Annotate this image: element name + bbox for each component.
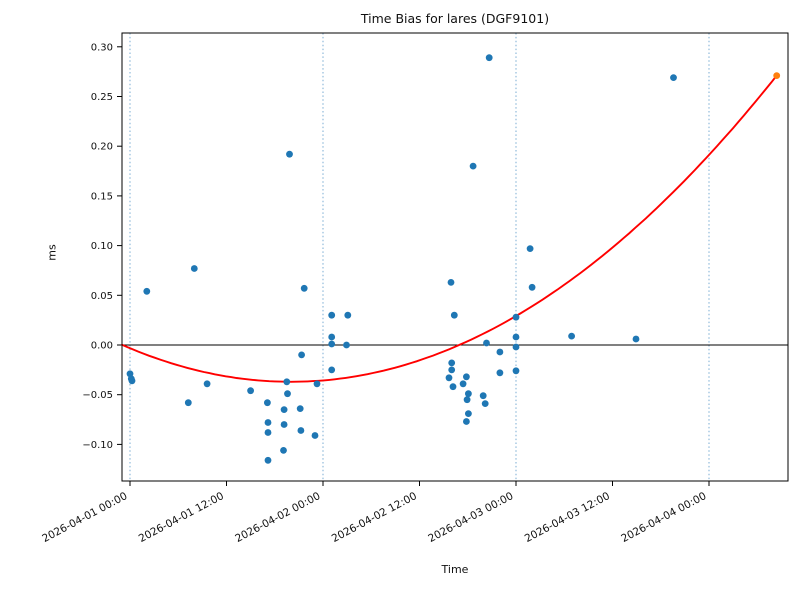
data-point xyxy=(526,245,534,253)
data-point xyxy=(448,366,456,374)
data-point xyxy=(568,332,575,340)
data-point xyxy=(463,373,470,381)
y-tick-label: 0.20 xyxy=(91,142,113,153)
data-point xyxy=(465,390,472,398)
data-point xyxy=(512,367,520,375)
fit-curve xyxy=(121,74,778,383)
data-point xyxy=(296,405,304,412)
x-tick-label: 2026-04-01 12:00 xyxy=(137,490,226,545)
data-point xyxy=(528,283,536,291)
data-point xyxy=(264,419,272,426)
data-point xyxy=(450,311,458,319)
y-tick-label: −0.05 xyxy=(82,390,113,401)
x-axis-label: Time xyxy=(441,563,469,576)
data-point xyxy=(203,380,211,388)
data-point xyxy=(128,377,136,385)
data-point xyxy=(512,313,520,321)
data-point xyxy=(344,311,352,319)
data-point xyxy=(311,432,319,439)
data-point xyxy=(512,343,520,351)
x-tick-label: 2026-04-02 12:00 xyxy=(330,490,419,545)
y-tick-label: 0.05 xyxy=(91,291,113,302)
data-point xyxy=(280,406,288,413)
y-tick-label: 0.10 xyxy=(91,241,113,252)
y-tick-label: 0.00 xyxy=(91,341,113,352)
x-tick-label: 2026-04-02 00:00 xyxy=(233,490,322,545)
data-point xyxy=(286,150,293,158)
data-point xyxy=(264,429,272,436)
data-point xyxy=(184,399,192,407)
data-point xyxy=(328,311,336,319)
data-point xyxy=(300,284,308,292)
y-tick-label: 0.30 xyxy=(91,42,113,53)
data-point xyxy=(447,279,455,286)
data-point xyxy=(343,341,350,349)
x-tick-label: 2026-04-01 00:00 xyxy=(40,490,129,545)
data-point xyxy=(496,348,504,356)
data-point xyxy=(328,340,336,348)
data-point xyxy=(297,427,305,434)
data-point xyxy=(280,447,287,454)
y-tick-label: 0.25 xyxy=(91,92,113,103)
data-point xyxy=(449,383,457,391)
data-point xyxy=(298,351,305,359)
data-point xyxy=(463,396,471,404)
x-tick-label: 2026-04-03 00:00 xyxy=(426,490,515,545)
data-point xyxy=(247,387,255,395)
data-point xyxy=(445,374,453,382)
data-point xyxy=(264,399,271,407)
data-point xyxy=(632,335,640,343)
chart-title: Time Bias for lares (DGF9101) xyxy=(360,11,550,26)
data-point xyxy=(143,287,151,295)
data-point xyxy=(313,380,321,388)
data-point xyxy=(280,421,288,428)
data-point xyxy=(512,333,520,341)
data-point xyxy=(328,366,336,374)
data-point xyxy=(283,378,291,386)
plot-border xyxy=(121,32,789,482)
y-tick-label: 0.15 xyxy=(91,191,113,202)
data-point xyxy=(479,392,487,400)
data-point xyxy=(483,339,490,347)
data-point xyxy=(328,333,336,341)
data-point xyxy=(465,410,472,417)
data-point xyxy=(284,390,291,398)
data-point xyxy=(448,359,456,367)
highlight-point xyxy=(773,72,781,79)
x-tick-label: 2026-04-03 12:00 xyxy=(523,490,612,545)
data-point xyxy=(670,74,677,81)
data-point xyxy=(264,456,272,464)
data-point xyxy=(485,54,493,62)
data-point xyxy=(481,400,489,407)
data-point xyxy=(469,162,477,170)
y-tick-label: −0.10 xyxy=(82,440,113,451)
data-point xyxy=(459,380,467,388)
data-point xyxy=(190,265,198,272)
data-point xyxy=(496,369,504,377)
data-point xyxy=(463,418,470,425)
x-tick-label: 2026-04-04 00:00 xyxy=(619,490,708,545)
